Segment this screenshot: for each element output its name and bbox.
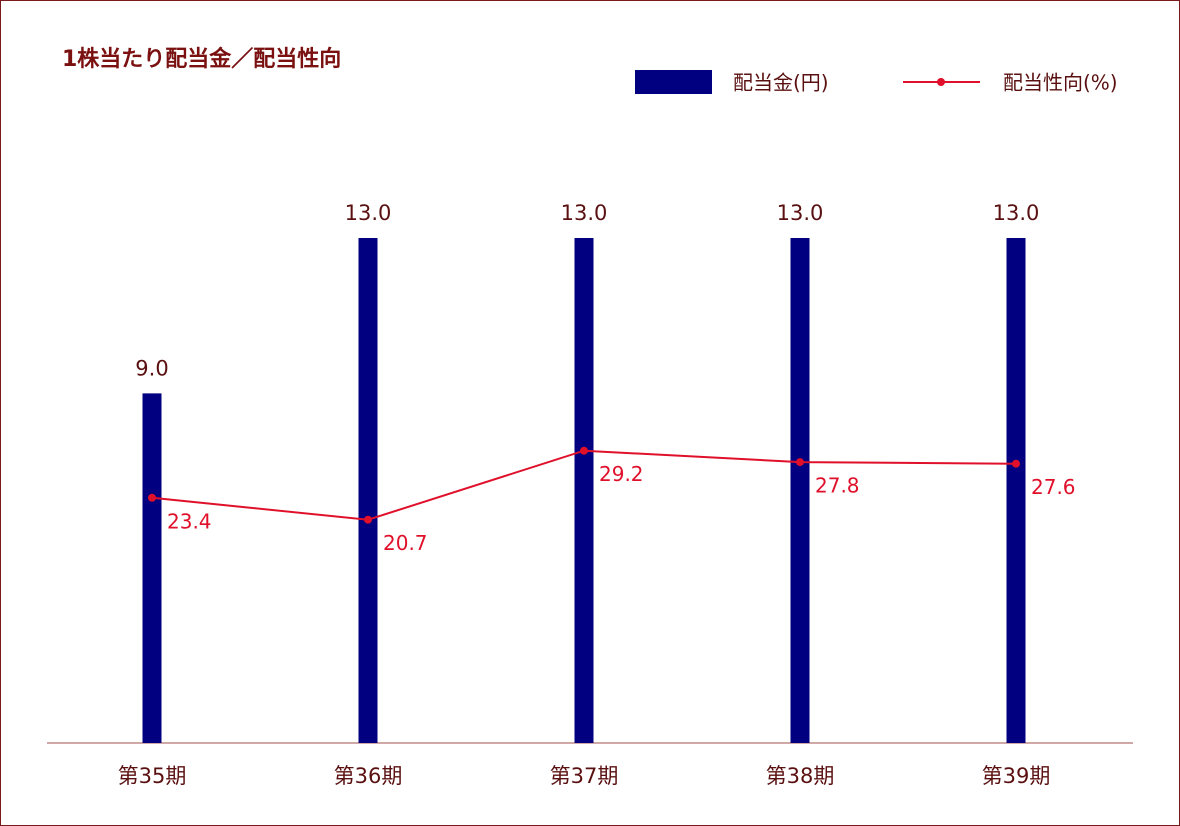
line-value-label: 27.8 bbox=[815, 474, 860, 498]
line-marker bbox=[796, 458, 804, 467]
bar bbox=[790, 238, 810, 743]
bar bbox=[1006, 238, 1026, 743]
x-tick-label: 第35期 bbox=[118, 764, 187, 788]
bar bbox=[358, 238, 378, 743]
bar bbox=[574, 238, 594, 743]
x-tick-label: 第37期 bbox=[550, 764, 619, 788]
bar-value-label: 13.0 bbox=[777, 201, 824, 225]
bar-value-label: 13.0 bbox=[993, 201, 1040, 225]
line-marker bbox=[580, 446, 588, 455]
bar-value-label: 13.0 bbox=[561, 201, 608, 225]
x-tick-label: 第39期 bbox=[982, 764, 1051, 788]
legend-label: 配当性向(%) bbox=[1003, 71, 1118, 95]
chart-title: 1株当たり配当金／配当性向 bbox=[62, 46, 341, 72]
line-value-label: 29.2 bbox=[599, 462, 644, 486]
x-tick-label: 第38期 bbox=[766, 764, 835, 788]
line-marker bbox=[148, 493, 156, 502]
bar-value-label: 13.0 bbox=[345, 201, 392, 225]
legend-swatch bbox=[635, 70, 712, 94]
legend-label: 配当金(円) bbox=[733, 71, 829, 95]
x-tick-label: 第36期 bbox=[334, 764, 403, 788]
bar bbox=[142, 393, 162, 743]
bar-value-label: 9.0 bbox=[135, 356, 168, 380]
legend-marker bbox=[937, 78, 945, 86]
line-value-label: 23.4 bbox=[167, 509, 212, 533]
line-marker bbox=[364, 515, 372, 524]
line-value-label: 20.7 bbox=[383, 531, 428, 555]
line-value-label: 27.6 bbox=[1031, 475, 1076, 499]
line-marker bbox=[1012, 459, 1020, 468]
